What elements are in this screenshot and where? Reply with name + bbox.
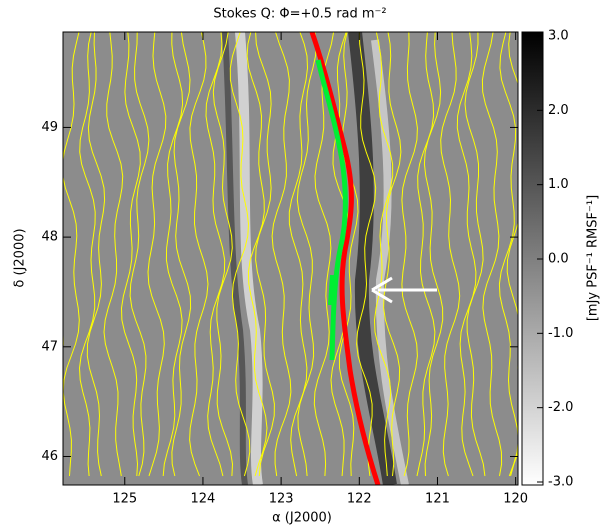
field-line	[212, 32, 234, 477]
field-line	[205, 32, 226, 477]
field-line	[383, 32, 402, 477]
field-line	[255, 32, 275, 477]
field-line	[229, 32, 251, 477]
x-tick-label: 125	[112, 492, 137, 507]
y-axis-label: δ (J2000)	[13, 228, 28, 287]
field-line	[63, 32, 64, 350]
plot-frame	[62, 31, 519, 486]
field-line	[120, 32, 141, 477]
field-line	[296, 32, 317, 477]
field-line	[481, 32, 503, 477]
field-line	[162, 32, 184, 477]
field-line	[86, 32, 106, 477]
x-tick-label: 122	[347, 492, 372, 507]
y-tick-label: 47	[41, 339, 58, 354]
field-line	[498, 32, 518, 477]
field-line	[313, 32, 335, 477]
field-line	[288, 32, 309, 477]
colorbar-tick-label: 0.0	[548, 252, 569, 267]
field-line	[271, 32, 292, 477]
field-line	[246, 32, 268, 477]
field-line	[356, 32, 377, 477]
field-line	[147, 32, 167, 477]
field-line	[189, 32, 209, 477]
y-tick-label: 48	[41, 230, 58, 245]
map-image	[63, 32, 518, 485]
colorbar-label: [mJy PSF⁻¹ RMSF⁻¹]	[586, 195, 601, 321]
y-tick-label: 49	[41, 120, 58, 135]
field-line	[456, 32, 477, 477]
field-line	[78, 32, 96, 477]
field-line	[129, 32, 150, 477]
field-line	[423, 32, 444, 477]
field-line	[440, 32, 461, 477]
colorbar-tick-label: -1.0	[548, 326, 573, 341]
x-tick-label: 123	[269, 492, 294, 507]
map-background	[63, 32, 518, 485]
colorbar-tick-label: 3.0	[548, 29, 569, 44]
colorbar-tick-label: 1.0	[548, 177, 569, 192]
field-line	[373, 32, 394, 477]
colorbar-tick-label: -3.0	[548, 475, 573, 490]
field-line	[506, 32, 518, 477]
y-tick-label: 46	[41, 449, 58, 464]
field-line	[464, 32, 486, 477]
field-line	[338, 32, 359, 477]
colorbar-tick-label: -2.0	[548, 400, 573, 415]
field-line	[416, 32, 436, 477]
field-line	[171, 32, 192, 477]
x-tick-label: 124	[191, 492, 216, 507]
field-line	[401, 32, 418, 477]
colorbar-tick-label: 2.0	[548, 103, 569, 118]
x-tick-label: 120	[503, 492, 528, 507]
chart-title: Stokes Q: Φ=+0.5 rad m⁻²	[213, 7, 386, 22]
field-line	[63, 32, 80, 477]
field-line	[103, 32, 124, 477]
x-axis-label: α (J2000)	[272, 511, 332, 526]
x-tick-label: 121	[425, 492, 450, 507]
